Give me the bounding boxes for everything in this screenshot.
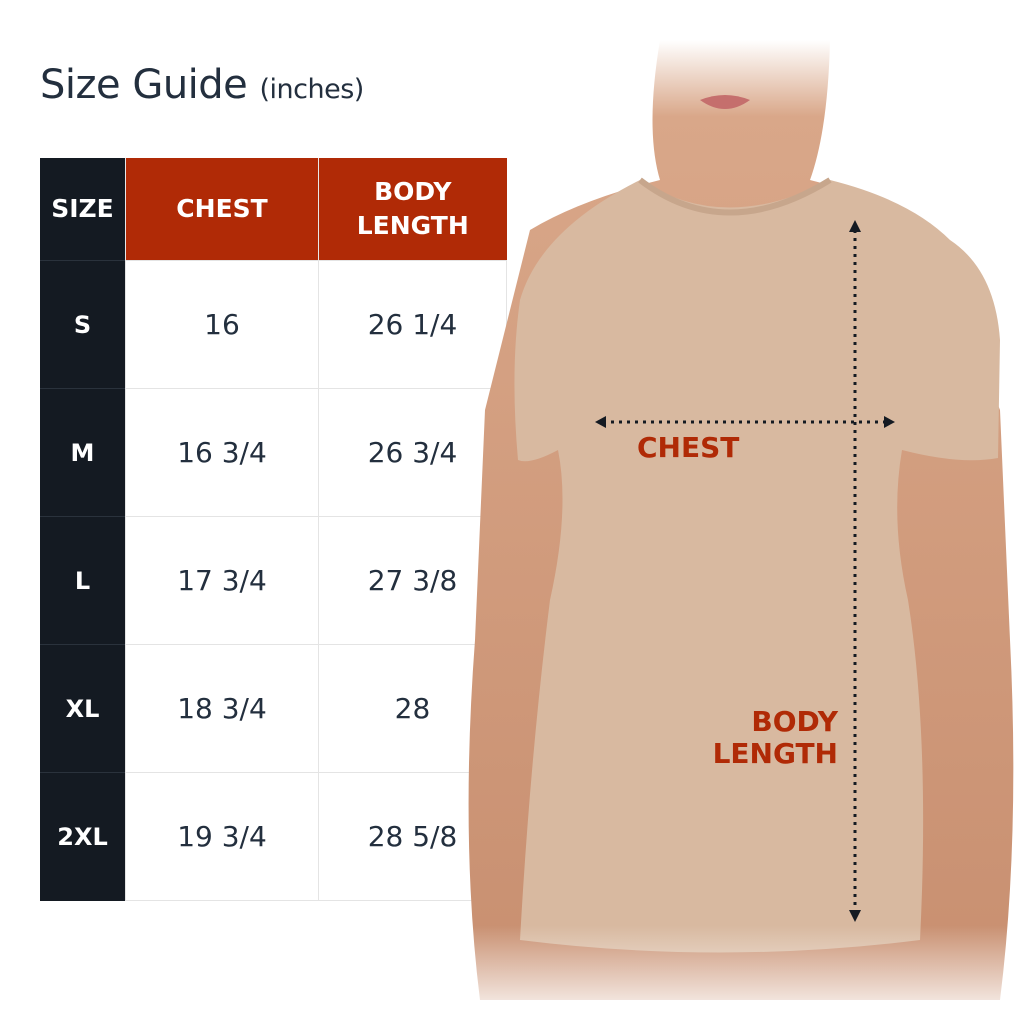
page-title: Size Guide (inches) xyxy=(40,62,364,108)
size-cell: M xyxy=(40,388,126,517)
header-chest: CHEST xyxy=(125,158,319,261)
header-size: SIZE xyxy=(40,158,126,261)
chest-cell: 16 3/4 xyxy=(125,388,319,517)
header-body-length-text: BODY LENGTH xyxy=(356,177,469,240)
arrow-right-icon xyxy=(884,416,895,428)
size-cell: XL xyxy=(40,644,126,773)
body-length-label: BODY LENGTH xyxy=(700,706,838,770)
table-header: SIZE CHEST BODY LENGTH xyxy=(40,158,507,261)
chest-cell: 18 3/4 xyxy=(125,644,319,773)
model-photo xyxy=(460,40,1024,1024)
chest-cell: 16 xyxy=(125,260,319,389)
size-cell: S xyxy=(40,260,126,389)
table-row: M 16 3/4 26 3/4 xyxy=(40,388,507,517)
size-cell: 2XL xyxy=(40,772,126,901)
chest-label: CHEST xyxy=(637,431,740,464)
title-unit: (inches) xyxy=(259,74,365,105)
table-row: S 16 26 1/4 xyxy=(40,260,507,389)
body-length-label-line1: BODY xyxy=(751,705,838,738)
size-table: SIZE CHEST BODY LENGTH S 16 26 1/4 M 16 3/4 2… xyxy=(40,158,507,901)
body-length-label-line2: LENGTH xyxy=(712,737,838,770)
title-main: Size Guide xyxy=(40,62,248,108)
chest-cell: 19 3/4 xyxy=(125,772,319,901)
arrow-down-icon xyxy=(849,910,861,922)
arrow-left-icon xyxy=(595,416,606,428)
arrow-up-icon xyxy=(849,220,861,232)
size-cell: L xyxy=(40,516,126,645)
